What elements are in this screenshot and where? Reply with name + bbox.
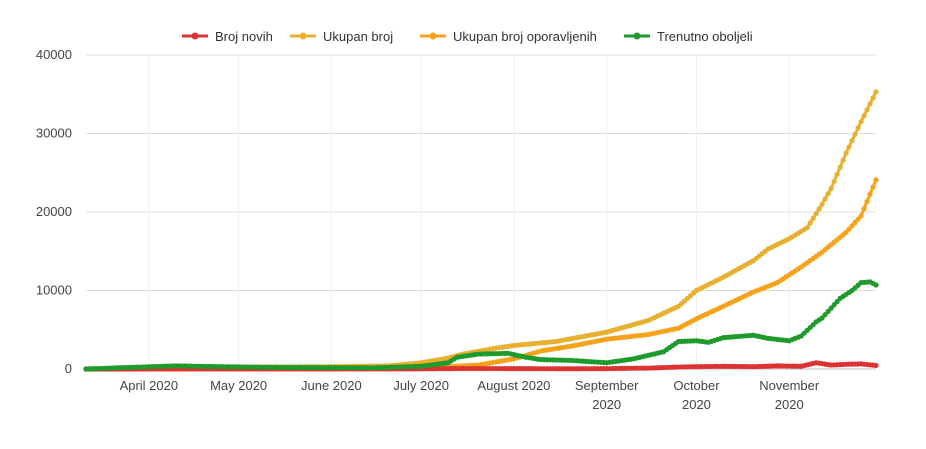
data-point bbox=[810, 215, 816, 221]
series-group bbox=[83, 89, 879, 372]
legend-item[interactable]: Ukupan broj bbox=[290, 29, 393, 44]
legend-item[interactable]: Ukupan broj oporavljenih bbox=[420, 29, 597, 44]
gridlines bbox=[86, 54, 876, 370]
data-point bbox=[825, 191, 831, 197]
data-point bbox=[840, 157, 846, 163]
data-point bbox=[843, 229, 849, 236]
data-point bbox=[846, 144, 852, 150]
data-point bbox=[873, 282, 879, 288]
data-point bbox=[807, 220, 813, 226]
data-point bbox=[849, 137, 855, 144]
data-point bbox=[864, 107, 870, 113]
legend-swatch-marker bbox=[299, 32, 307, 40]
data-point bbox=[819, 315, 825, 321]
data-point bbox=[837, 164, 843, 170]
y-axis: 0 10000 20000 30000 40000 bbox=[36, 47, 72, 376]
legend-label: Ukupan broj oporavljenih bbox=[453, 29, 597, 44]
legend-item[interactable]: Trenutno oboljeli bbox=[624, 29, 753, 44]
data-point bbox=[813, 210, 819, 217]
x-tick-label: 2020 bbox=[682, 397, 711, 412]
x-tick-label: 2020 bbox=[592, 397, 621, 412]
y-tick-label: 30000 bbox=[36, 126, 72, 141]
data-point bbox=[870, 95, 876, 101]
data-point bbox=[867, 101, 873, 107]
legend-swatch-marker bbox=[429, 32, 437, 40]
y-tick-label: 20000 bbox=[36, 204, 72, 219]
data-point bbox=[873, 362, 879, 369]
legend-label: Broj novih bbox=[215, 29, 273, 44]
x-tick-label: August 2020 bbox=[477, 378, 550, 393]
data-point bbox=[864, 198, 870, 205]
data-point bbox=[861, 206, 867, 212]
data-point bbox=[855, 125, 861, 131]
data-point bbox=[816, 206, 822, 212]
data-point bbox=[858, 119, 864, 125]
data-point bbox=[870, 184, 876, 190]
x-tick-label: May 2020 bbox=[210, 378, 267, 393]
data-point bbox=[846, 226, 852, 232]
data-point bbox=[873, 177, 879, 183]
legend-swatch-marker bbox=[191, 32, 199, 40]
data-point bbox=[831, 178, 837, 184]
x-tick-label: September bbox=[575, 378, 639, 393]
x-tick-label: October bbox=[673, 378, 720, 393]
legend[interactable]: Broj novih Ukupan broj Ukupan broj oporavl… bbox=[182, 29, 753, 44]
x-axis: April 2020 May 2020 June 2020 July 2020 Augu… bbox=[120, 378, 820, 412]
x-tick-label: July 2020 bbox=[393, 378, 449, 393]
y-tick-label: 0 bbox=[65, 361, 72, 376]
data-point bbox=[849, 223, 855, 229]
legend-item[interactable]: Broj novih bbox=[182, 29, 273, 44]
data-point bbox=[852, 131, 858, 137]
data-point bbox=[828, 185, 834, 192]
y-tick-label: 10000 bbox=[36, 283, 72, 298]
data-point bbox=[861, 113, 867, 119]
data-point bbox=[804, 225, 810, 231]
data-point bbox=[858, 213, 864, 219]
data-point bbox=[834, 171, 840, 177]
data-point bbox=[867, 191, 873, 197]
legend-label: Ukupan broj bbox=[323, 29, 393, 44]
series-ukupan-broj bbox=[83, 89, 879, 372]
y-tick-label: 40000 bbox=[36, 47, 72, 62]
data-point bbox=[873, 89, 879, 95]
x-tick-label: November bbox=[759, 378, 820, 393]
data-point bbox=[819, 201, 825, 207]
x-tick-label: June 2020 bbox=[301, 378, 362, 393]
data-point bbox=[855, 216, 861, 222]
x-tick-label: 2020 bbox=[775, 397, 804, 412]
data-point bbox=[822, 196, 828, 202]
data-point bbox=[828, 305, 834, 311]
series-line bbox=[84, 178, 878, 371]
x-tick-label: April 2020 bbox=[120, 378, 179, 393]
data-point bbox=[852, 219, 858, 226]
series-trenutno-oboljeli bbox=[83, 279, 879, 372]
legend-label: Trenutno oboljeli bbox=[657, 29, 753, 44]
series-ukupan-broj-oporavljenih bbox=[83, 177, 879, 372]
legend-swatch-marker bbox=[633, 32, 641, 40]
data-point bbox=[843, 150, 849, 156]
